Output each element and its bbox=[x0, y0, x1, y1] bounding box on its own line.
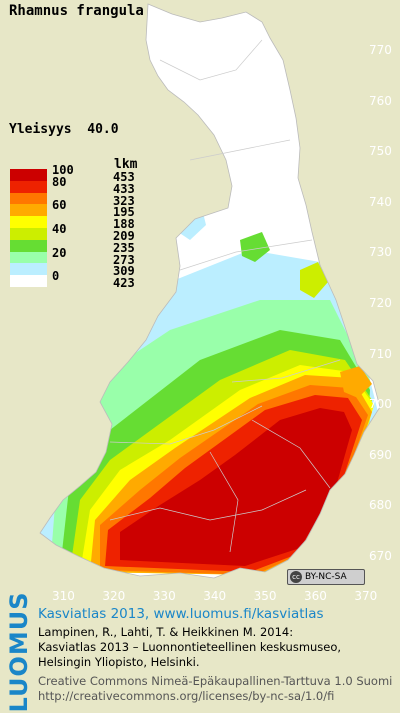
x-tick-label: 370 bbox=[354, 589, 378, 603]
legend-swatch bbox=[10, 180, 47, 194]
luomus-logo: LUOMUS bbox=[5, 591, 33, 713]
citation-line-1: Lampinen, R., Lahti, T. & Heikkinen M. 2… bbox=[38, 625, 294, 639]
legend-class-label: 80 bbox=[52, 174, 67, 189]
x-tick-label: 310 bbox=[52, 589, 75, 603]
legend-count: 188 bbox=[113, 217, 135, 232]
legend-count: 273 bbox=[113, 252, 135, 267]
legend-swatch bbox=[10, 275, 47, 288]
atlas-link[interactable]: Kasviatlas 2013, www.luomus.fi/kasviatla… bbox=[38, 606, 324, 622]
legend-count: 309 bbox=[113, 264, 135, 279]
legend-count: 235 bbox=[113, 240, 135, 255]
abundance-zone bbox=[300, 262, 328, 298]
x-tick-label: 360 bbox=[304, 589, 327, 603]
legend-count: 433 bbox=[113, 181, 135, 196]
legend-class-label: 0 bbox=[52, 269, 60, 284]
y-tick-label: 740 bbox=[369, 194, 392, 209]
abundance-zone bbox=[340, 366, 372, 398]
legend-swatch bbox=[10, 216, 47, 229]
y-tick-label: 770 bbox=[369, 43, 392, 57]
license-url[interactable]: http://creativecommons.org/licenses/by-n… bbox=[38, 689, 335, 703]
license-badge-label: BY-NC-SA bbox=[305, 572, 347, 582]
count-header: lkm bbox=[114, 157, 138, 172]
x-tick-label: 330 bbox=[152, 589, 176, 603]
legend-swatch bbox=[10, 169, 47, 182]
y-tick-label: 680 bbox=[369, 498, 392, 513]
y-tick-label: 700 bbox=[369, 397, 392, 412]
y-tick-label: 710 bbox=[369, 346, 392, 361]
frequency-value: 40.0 bbox=[87, 122, 119, 137]
legend-swatch bbox=[10, 263, 47, 276]
legend-count: 423 bbox=[113, 276, 135, 291]
species-title: Rhamnus frangula bbox=[9, 3, 144, 19]
legend-class-label: 60 bbox=[52, 198, 67, 213]
legend-swatch bbox=[10, 204, 47, 217]
legend-count: 195 bbox=[113, 205, 135, 220]
frequency-label: Yleisyys bbox=[9, 122, 72, 137]
abundance-zone bbox=[240, 232, 270, 262]
legend-count: 209 bbox=[113, 229, 135, 243]
y-tick-label: 690 bbox=[369, 447, 392, 462]
y-tick-label: 760 bbox=[369, 93, 392, 108]
frequency-readout: Yleisyys 40.0 bbox=[9, 122, 119, 137]
abundance-zone bbox=[120, 408, 352, 566]
x-tick-label: 320 bbox=[102, 589, 126, 603]
legend-swatch bbox=[10, 192, 47, 205]
legend-class-label: 100 bbox=[52, 163, 74, 177]
license-badge[interactable]: cc BY-NC-SA bbox=[287, 569, 365, 585]
legend-count: 453 bbox=[113, 170, 135, 184]
citation-line-2: Kasviatlas 2013 – Luonnontieteellinen ke… bbox=[38, 640, 342, 654]
legend-class-label: 40 bbox=[52, 222, 67, 236]
y-tick-label: 720 bbox=[369, 296, 392, 310]
legend-swatch bbox=[10, 239, 47, 253]
citation-line-3: Helsingin Yliopisto, Helsinki. bbox=[38, 655, 200, 669]
y-tick-label: 750 bbox=[369, 144, 392, 159]
x-tick-label: 350 bbox=[253, 589, 277, 603]
province-borders bbox=[109, 39, 341, 553]
y-tick-label: 730 bbox=[369, 245, 392, 260]
license-text: Creative Commons Nimeä-Epäkaupallinen-Ta… bbox=[38, 674, 393, 688]
y-tick-label: 670 bbox=[369, 549, 392, 563]
x-tick-label: 340 bbox=[203, 589, 227, 603]
legend-swatch bbox=[10, 251, 47, 264]
legend-class-label: 20 bbox=[52, 245, 67, 260]
cc-icon: cc bbox=[290, 571, 302, 583]
legend-swatch bbox=[10, 228, 47, 241]
legend-count: 323 bbox=[113, 193, 135, 208]
